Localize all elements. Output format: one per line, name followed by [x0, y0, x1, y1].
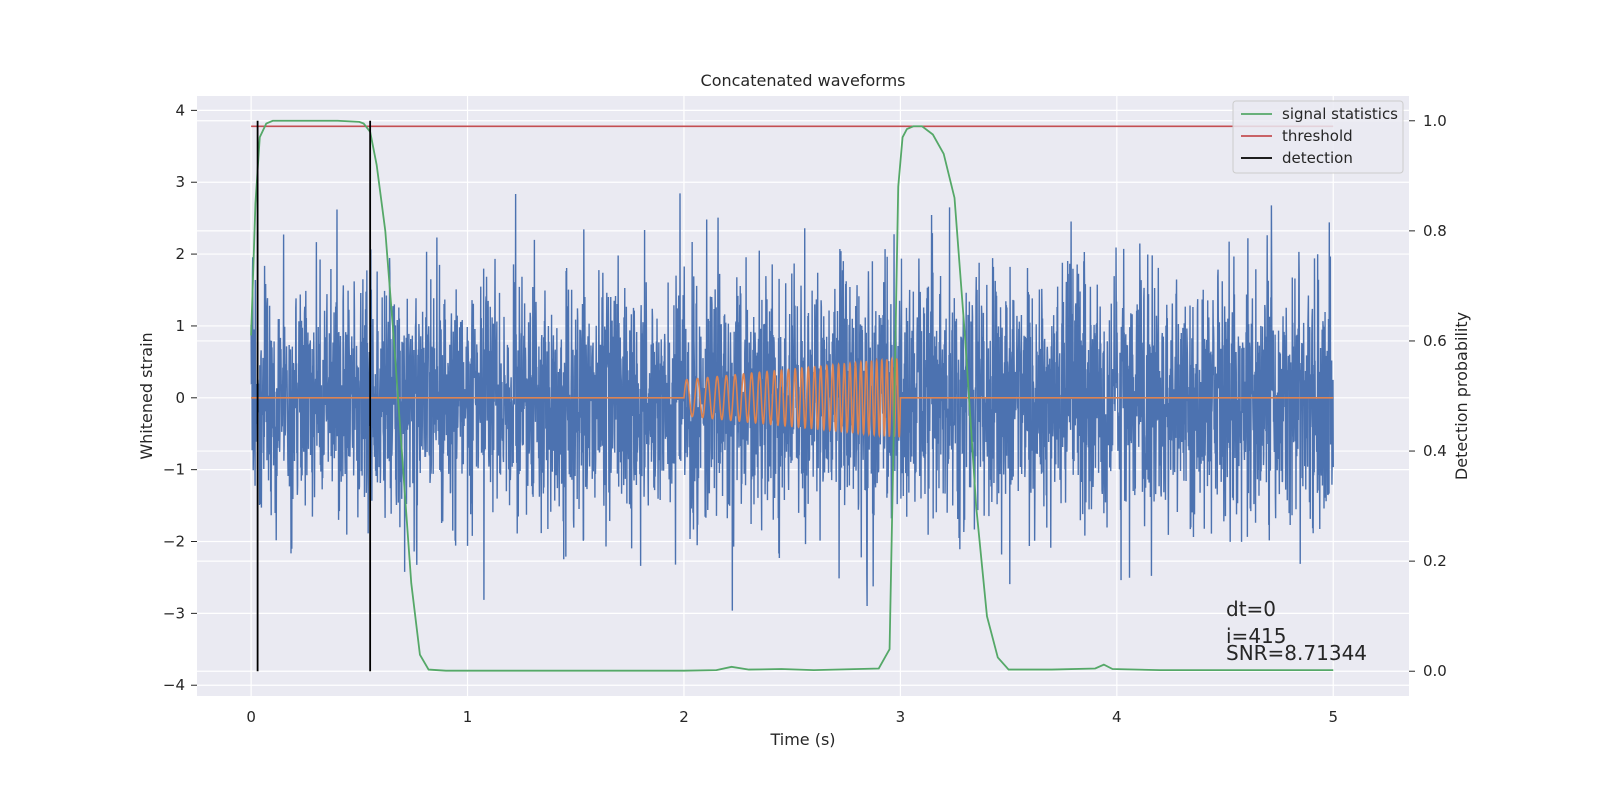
legend-box: [1232, 100, 1404, 174]
detection-lines: [256, 120, 372, 672]
legend-label-signal-statistics: signal statistics: [1282, 105, 1398, 123]
chart-title: Concatenated waveforms: [701, 71, 906, 90]
y2-tick-label: 0.0: [1423, 662, 1447, 680]
x-tick-label: 4: [1112, 708, 1122, 726]
legend-label-detection: detection: [1282, 149, 1353, 167]
legend-label-threshold: threshold: [1282, 127, 1353, 145]
y2-tick-label: 0.2: [1423, 552, 1447, 570]
annotations: dt=0 i=415 SNR=8.71344: [1226, 597, 1367, 665]
x-tick-label: 2: [679, 708, 689, 726]
y-tick-label: 1: [175, 317, 185, 335]
y-axis-left: 4 3 2 1 0 −1 −2 −3 −4: [163, 101, 197, 694]
x-tick-label: 3: [896, 708, 906, 726]
x-axis-label: Time (s): [769, 730, 835, 749]
y-tick-label: −2: [163, 533, 185, 551]
legend: signal statistics threshold detection: [1232, 100, 1404, 174]
plot-area: [250, 119, 1334, 672]
signal-statistics-line: [250, 119, 1334, 672]
y-tick-label: −1: [163, 461, 185, 479]
x-axis: 0 1 2 3 4 5: [246, 708, 1338, 726]
annotation-index: i=415: [1226, 624, 1287, 648]
y2-tick-label: 1.0: [1423, 112, 1447, 130]
y-tick-label: 3: [175, 173, 185, 191]
annotation-dt: dt=0: [1226, 597, 1276, 621]
y-axis-label: Whitened strain: [137, 332, 156, 459]
x-tick-label: 1: [463, 708, 473, 726]
y-tick-label: 2: [175, 245, 185, 263]
y-tick-label: 0: [175, 389, 185, 407]
y2-axis-label: Detection probability: [1452, 312, 1471, 480]
y2-tick-label: 0.6: [1423, 332, 1447, 350]
x-tick-label: 5: [1328, 708, 1338, 726]
y-tick-label: 4: [175, 101, 185, 119]
y2-tick-label: 0.4: [1423, 442, 1447, 460]
strain-series-line: [250, 193, 1334, 611]
injected-signal-line: [251, 356, 1334, 439]
x-tick-label: 0: [246, 708, 256, 726]
y2-tick-label: 0.8: [1423, 222, 1447, 240]
y-tick-label: −3: [163, 604, 185, 622]
y-tick-label: −4: [163, 676, 185, 694]
annotation-snr: SNR=8.71344: [1226, 641, 1367, 665]
y-axis-right: 1.0 0.8 0.6 0.4 0.2 0.0: [1409, 112, 1447, 680]
